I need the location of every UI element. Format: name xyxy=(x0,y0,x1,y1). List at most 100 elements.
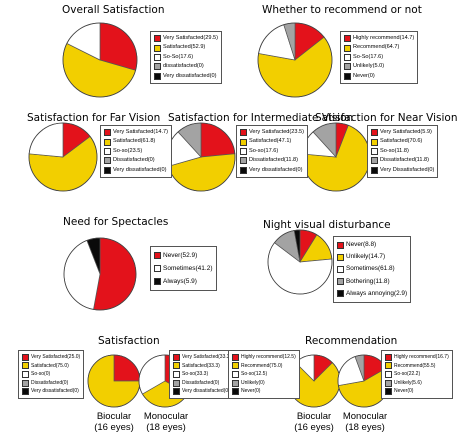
pie-slice-intermediate-0 xyxy=(200,122,236,158)
legend-swatch xyxy=(371,129,378,137)
legend-label: So-so(22.2) xyxy=(394,371,421,378)
legend-item-night-3: Bothering(11.8) xyxy=(337,276,407,288)
legend-swatch xyxy=(173,388,180,396)
legend-swatch xyxy=(232,379,239,387)
legend-item-sat_mono-0: Very Satisfacted(33.3) xyxy=(173,353,231,362)
legend-label: Satisfacted(47.1) xyxy=(249,138,292,145)
legend-swatch xyxy=(337,290,344,298)
legend-item-rec_bi-1: Recommend(75.0) xyxy=(232,362,296,371)
legend-label: Very dissatisfacted(0) xyxy=(113,166,167,173)
legend-swatch xyxy=(232,388,239,396)
legend-swatch xyxy=(154,278,161,285)
legend-swatch xyxy=(154,265,161,272)
legend-swatch xyxy=(173,362,180,370)
legend-label: Never(52.9) xyxy=(163,252,198,259)
legend-item-sat_mono-4: Very dissatisfacted(0) xyxy=(173,387,231,396)
legend-swatch xyxy=(104,138,111,146)
legend-label: Highly recommend(16.7) xyxy=(394,354,449,360)
legend-item-intermediate-4: Very dissatisfacted(0) xyxy=(240,166,304,175)
legend-label: Unlikely(0) xyxy=(241,379,265,386)
legend-swatch xyxy=(240,166,247,174)
legend-label: Satisfacted(70.6) xyxy=(380,138,423,145)
legend-item-night-2: Sometimes(61.8) xyxy=(337,263,407,275)
legend-label: Never(0) xyxy=(241,388,261,395)
legend-item-far-1: Satisfacted(61.8) xyxy=(104,137,168,146)
legend-label: Recommend(64.7) xyxy=(353,44,400,51)
legend-item-far-2: So-so(23.5) xyxy=(104,147,168,156)
legend-swatch xyxy=(385,370,392,378)
legend-swatch xyxy=(154,44,161,52)
legend-swatch xyxy=(22,362,29,370)
legend-swatch xyxy=(385,388,392,396)
legend-swatch xyxy=(344,63,351,71)
caption-rec-biocular: Biocular (16 eyes) xyxy=(294,411,334,433)
legend-item-rec_bi-0: Highly recommend(12.5) xyxy=(232,353,296,362)
legend-rec-biocular: Highly recommend(12.5) Recommend(75.0) So-… xyxy=(228,350,300,399)
legend-swatch xyxy=(371,157,378,165)
title-recommend: Whether to recommend or not xyxy=(262,4,422,16)
legend-item-far-3: Dissatisfacted(0) xyxy=(104,156,168,165)
legend-night: Never(8.8) Unlikely(14.7) Sometimes(61.8) B… xyxy=(333,236,412,304)
legend-item-intermediate-1: Satisfacted(47.1) xyxy=(240,137,304,146)
legend-item-rec_bi-3: Unlikely(0) xyxy=(232,379,296,388)
legend-item-spectacles-0: Never(52.9) xyxy=(154,249,213,262)
legend-swatch xyxy=(240,129,247,137)
legend-label: So-so(33.3) xyxy=(182,371,209,378)
title-overall: Overall Satisfaction xyxy=(62,4,165,16)
pie-outline-recommend xyxy=(257,22,333,98)
legend-item-night-1: Unlikely(14.7) xyxy=(337,251,407,263)
legend-label: So-So(17.6) xyxy=(163,53,194,60)
legend-item-rec_mono-2: So-so(22.2) xyxy=(385,370,449,379)
legend-label: Very Satisfacted(33.3) xyxy=(182,354,232,360)
legend-item-sat_bi-4: Very dissatisfacted(0) xyxy=(22,387,80,396)
legend-item-sat_mono-2: So-so(33.3) xyxy=(173,370,231,379)
legend-swatch xyxy=(337,266,344,273)
legend-item-sat_bi-0: Very Satisfacted(25.0) xyxy=(22,353,80,362)
legend-label: Very dissatisfacted(0) xyxy=(249,166,303,173)
legend-label: Dissatisfacted(0) xyxy=(113,157,155,164)
legend-swatch xyxy=(371,148,378,156)
legend-label: Sometimes(61.8) xyxy=(346,265,395,273)
legend-item-intermediate-3: Dissatisfacted(11.8) xyxy=(240,156,304,165)
legend-swatch xyxy=(385,379,392,387)
title-night: Night visual disturbance xyxy=(263,219,391,231)
legend-swatch xyxy=(232,362,239,370)
legend-swatch xyxy=(337,241,344,249)
legend-label: Very Satisfacted(5.9) xyxy=(380,129,432,135)
legend-item-spectacles-1: Sometimes(41.2) xyxy=(154,262,213,275)
title-recommendation-section: Recommendation xyxy=(305,335,398,347)
legend-swatch xyxy=(154,54,161,62)
legend-label: Dissatisfacted(0) xyxy=(31,379,69,386)
legend-label: Unlikely(5.6) xyxy=(394,379,422,386)
legend-label: So-so(0) xyxy=(31,371,51,378)
legend-label: So-so(12.5) xyxy=(241,371,268,378)
legend-item-near-1: Satisfacted(70.6) xyxy=(371,137,434,146)
legend-swatch xyxy=(104,148,111,156)
legend-label: Bothering(11.8) xyxy=(346,277,390,285)
legend-label: Unlikely(14.7) xyxy=(346,253,386,261)
legend-label: Satisfacted(33.3) xyxy=(182,362,220,369)
legend-item-far-0: Very Satisfacted(14.7) xyxy=(104,128,168,137)
legend-swatch xyxy=(22,353,29,361)
legend-item-overall-3: dissatisfacted(0) xyxy=(154,62,218,71)
legend-item-intermediate-0: Very Satisfacted(23.5) xyxy=(240,128,304,137)
title-near: Satisfaction for Near Vision xyxy=(315,112,458,124)
legend-swatch xyxy=(344,35,351,43)
legend-label: Never(8.8) xyxy=(346,241,377,248)
legend-label: Highly recommend(12.5) xyxy=(241,354,296,360)
legend-swatch xyxy=(154,63,161,71)
legend-item-overall-0: Very Satisfacted(29.5) xyxy=(154,34,218,43)
legend-label: Satisfacted(61.8) xyxy=(113,138,156,145)
legend-swatch xyxy=(240,138,247,146)
legend-swatch xyxy=(104,157,111,165)
legend-item-far-4: Very dissatisfacted(0) xyxy=(104,166,168,175)
legend-swatch xyxy=(104,129,111,137)
legend-label: Very Dissatisfacted(0) xyxy=(380,166,435,173)
title-satisfaction-section: Satisfaction xyxy=(98,335,160,347)
legend-item-night-4: Always annoying(2.9) xyxy=(337,288,407,300)
legend-label: Very dissatisfacted(0) xyxy=(182,388,230,395)
legend-item-sat_mono-1: Satisfacted(33.3) xyxy=(173,362,231,371)
legend-item-sat_bi-1: Satisfacted(75.0) xyxy=(22,362,80,371)
pie-outline-overall xyxy=(62,22,138,98)
